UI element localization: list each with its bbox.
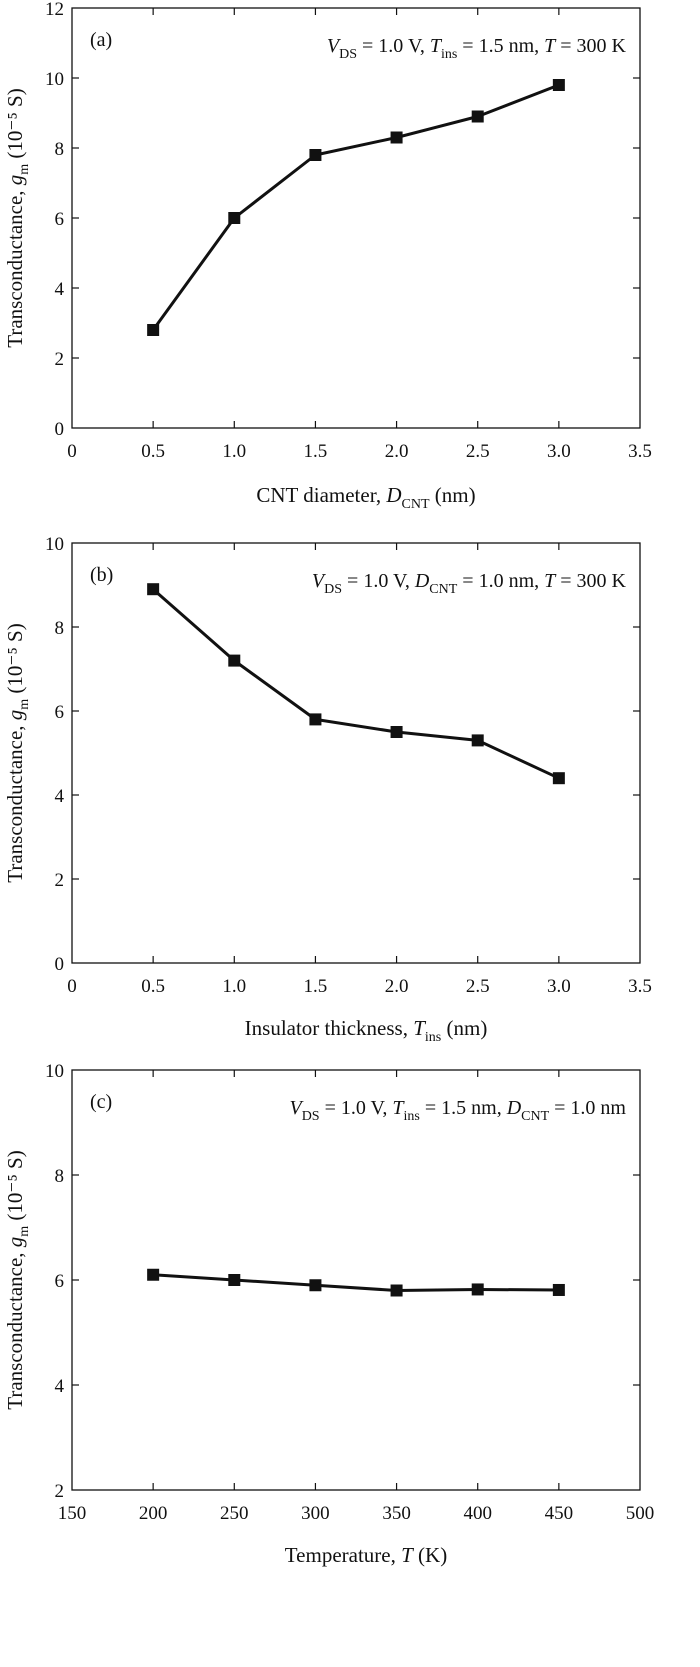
data-point — [309, 1279, 322, 1292]
conditions-text: VDS = 1.0 V, Tins = 1.5 nm, DCNT = 1.0 n… — [289, 1097, 626, 1124]
panel-b: 0 0.5 1.0 1.5 2.0 2.5 3.0 3.5 0 2 4 6 8 10 (b) VDS = 1.… — [3, 534, 652, 1045]
data-point — [228, 1274, 241, 1286]
x-tick-label: 0 — [67, 976, 77, 997]
series-line — [152, 588, 560, 780]
x-tick-label: 1.5 — [304, 441, 328, 462]
data-point — [471, 1283, 484, 1296]
x-axis-label: Insulator thickness, Tins (nm) — [245, 1016, 488, 1045]
y-tick-label: 10 — [45, 1061, 64, 1082]
x-tick-label: 3.5 — [628, 976, 652, 997]
y-tick-label: 0 — [55, 419, 65, 440]
y-axis-label: Transconductance, gm (10⁻⁵ S) — [3, 623, 32, 882]
y-axis-label: Transconductance, gm (10⁻⁵ S) — [3, 88, 32, 347]
x-tick-label: 200 — [139, 1503, 168, 1524]
x-axis-label: Temperature, T (K) — [285, 1543, 447, 1567]
y-tick-label: 12 — [45, 0, 64, 20]
x-tick-label: 2.5 — [466, 441, 490, 462]
x-tick-label: 1.0 — [222, 441, 246, 462]
data-point — [390, 131, 403, 144]
data-point — [228, 654, 241, 667]
panel-a: 0 0.5 1.0 1.5 2.0 2.5 3.0 3.5 0 2 4 6 8 10 12 (a) VDS = … — [3, 0, 652, 512]
conditions-text: VDS = 1.0 V, DCNT = 1.0 nm, T = 300 K — [312, 570, 627, 597]
x-tick-label: 150 — [58, 1503, 87, 1524]
data-point — [228, 212, 241, 224]
series-line — [153, 1273, 559, 1292]
data-point — [471, 110, 484, 123]
data-point — [147, 324, 160, 336]
y-tick-label: 8 — [55, 139, 65, 160]
y-tick-label: 6 — [55, 209, 65, 230]
data-point — [552, 1283, 565, 1296]
y-tick-label: 6 — [55, 702, 65, 723]
y-tick-label: 2 — [55, 1481, 65, 1502]
y-tick-label: 4 — [55, 786, 65, 807]
x-tick-label: 400 — [463, 1503, 492, 1524]
x-tick-label: 0.5 — [141, 441, 165, 462]
x-tick-label: 0 — [67, 441, 77, 462]
y-tick-label: 0 — [55, 954, 65, 975]
x-tick-label: 450 — [545, 1503, 574, 1524]
x-tick-label: 3.0 — [547, 441, 571, 462]
data-point — [552, 772, 565, 785]
data-point — [147, 1268, 160, 1281]
x-axis-label: CNT diameter, DCNT (nm) — [256, 483, 475, 512]
y-tick-label: 8 — [55, 618, 65, 639]
x-tick-label: 0.5 — [141, 976, 165, 997]
y-tick-label: 2 — [55, 349, 65, 370]
panel-c: 150 200 250 300 350 400 450 500 2 4 6 8 10 (c) VDS = 1… — [3, 1061, 654, 1567]
x-tick-label: 2.0 — [385, 441, 409, 462]
y-tick-label: 4 — [55, 279, 65, 300]
data-point — [309, 713, 322, 726]
y-tick-label: 4 — [55, 1376, 65, 1397]
y-tick-label: 10 — [45, 69, 64, 90]
x-tick-label: 1.5 — [304, 976, 328, 997]
y-tick-label: 2 — [55, 870, 65, 891]
y-tick-label: 10 — [45, 534, 64, 555]
panel-label: (b) — [90, 564, 113, 586]
data-point — [552, 79, 565, 91]
x-tick-label: 2.0 — [385, 976, 409, 997]
plot-frame — [71, 7, 641, 429]
x-tick-label: 3.5 — [628, 441, 652, 462]
data-point — [390, 726, 403, 738]
data-point — [390, 1284, 403, 1297]
panel-label: (a) — [90, 29, 112, 51]
plot-frame — [71, 542, 641, 964]
x-tick-label: 3.0 — [547, 976, 571, 997]
x-tick-label: 350 — [382, 1503, 411, 1524]
x-tick-label: 1.0 — [222, 976, 246, 997]
y-tick-label: 8 — [55, 1166, 65, 1187]
x-tick-label: 500 — [626, 1503, 655, 1524]
series-line — [151, 83, 560, 331]
data-point — [147, 583, 160, 596]
panel-label: (c) — [90, 1091, 112, 1113]
y-tick-label: 6 — [55, 1271, 65, 1292]
x-tick-label: 2.5 — [466, 976, 490, 997]
data-point — [471, 734, 484, 747]
data-point — [309, 149, 322, 161]
x-tick-label: 300 — [301, 1503, 330, 1524]
x-tick-label: 250 — [220, 1503, 249, 1524]
conditions-text: VDS = 1.0 V, Tins = 1.5 nm, T = 300 K — [327, 35, 627, 62]
y-axis-label: Transconductance, gm (10⁻⁵ S) — [3, 1150, 32, 1409]
